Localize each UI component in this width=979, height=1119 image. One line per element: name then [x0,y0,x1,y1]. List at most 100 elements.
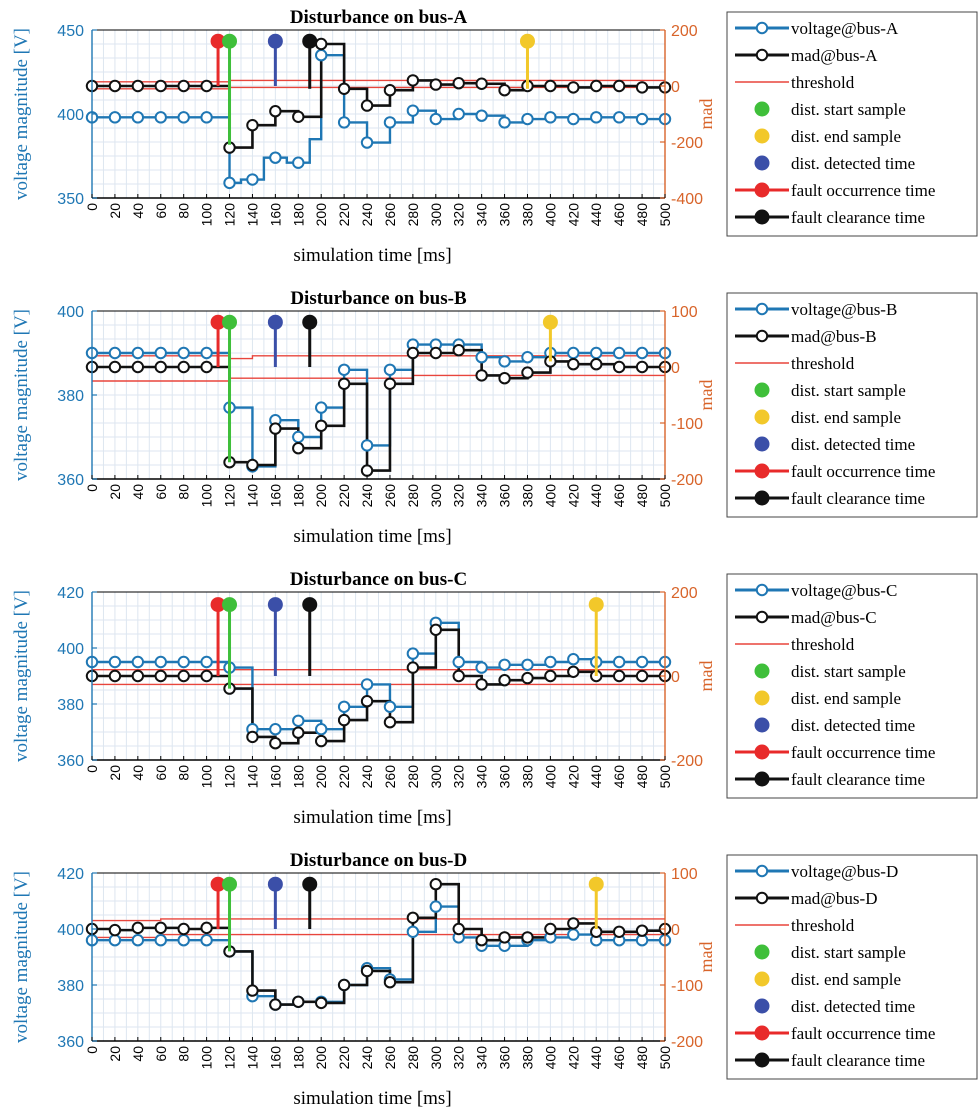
mad-point [635,669,649,683]
x-tick-label: 180 [290,1046,306,1070]
legend-box [726,292,978,518]
y-axis-label-left: voltage magnitude [V] [11,871,32,1043]
mad-point [429,623,442,636]
x-tick-label: 480 [634,484,650,508]
dist-detected-marker [267,597,283,613]
voltage-point [544,655,557,669]
right-tick-label: 200 [671,585,698,602]
x-tick-label: 480 [634,1046,650,1070]
dist-end-marker [588,597,604,613]
mad-point [315,37,328,51]
chart-title: Disturbance on bus-C [290,569,467,590]
left-tick-label: 380 [57,697,84,714]
x-tick-label: 500 [657,203,673,227]
x-tick-label: 0 [84,203,100,211]
x-tick-label: 360 [497,765,513,789]
right-tick-label: 100 [671,866,698,883]
x-tick-label: 140 [244,484,260,508]
legend-fault-occurrence-marker [754,182,770,198]
chart-title: Disturbance on bus-A [290,7,468,28]
left-tick-label: 400 [57,922,84,939]
mad-point [108,923,122,937]
legend-entry: voltage@bus-A [791,19,899,38]
legend-voltage-marker [755,583,769,597]
mad-point [292,995,305,1008]
legend: voltage@bus-A mad@bus-A threshold dist. sta… [726,11,978,237]
mad-point [567,665,580,678]
voltage-point [452,107,465,121]
legend-dist-end-marker [754,690,770,706]
legend-fault-occurrence-marker [754,744,770,760]
legend-box [726,11,978,237]
x-tick-label: 460 [611,1046,627,1070]
x-tick-label: 300 [428,484,444,508]
chart-panel-2: Disturbance on bus-B360380400-200-100010… [11,288,978,547]
chart-title: Disturbance on bus-B [290,288,467,309]
x-tick-label: 20 [107,203,123,219]
voltage-point [429,112,442,126]
voltage-point [177,346,190,360]
mad-point [269,737,282,750]
x-tick-label: 0 [84,1046,100,1054]
x-tick-label: 200 [313,203,329,227]
voltage-point [383,700,397,713]
y-axis-label-left: voltage magnitude [V] [11,309,32,481]
x-tick-label: 160 [267,203,283,227]
mad-point [383,84,397,97]
dist-start-marker [222,597,238,613]
x-tick-label: 320 [451,203,467,227]
x-tick-label: 220 [336,484,352,508]
x-tick-label: 40 [130,203,146,219]
right-tick-label: 0 [671,360,680,377]
voltage-point [635,655,649,669]
voltage-point [567,112,580,126]
x-tick-label: 440 [588,484,604,508]
voltage-point [360,678,374,691]
mad-point [200,79,213,93]
mad-point [475,369,488,382]
x-tick-label: 420 [565,765,581,789]
x-tick-label: 100 [199,1046,215,1070]
left-tick-label: 380 [57,978,84,995]
mad-point [315,419,328,432]
voltage-point [337,116,351,129]
voltage-point [567,928,580,941]
voltage-point [200,346,213,360]
voltage-point [315,49,328,62]
x-tick-label: 320 [451,765,467,789]
x-tick-label: 60 [153,765,169,781]
x-tick-label: 0 [84,484,100,492]
right-tick-label: -200 [671,135,703,152]
mad-point [292,726,305,739]
mad-point [635,924,649,937]
x-tick-label: 40 [130,484,146,500]
fault-clearance-marker [302,33,318,49]
legend-entry: dist. end sample [791,408,901,427]
legend-entry: mad@bus-B [791,327,877,346]
voltage-point [406,647,420,660]
legend-entry: dist. detected time [791,154,915,173]
mad-point [590,79,603,93]
voltage-point [635,346,649,360]
left-tick-label: 420 [57,585,84,602]
x-tick-label: 480 [634,203,650,227]
legend-dist-end-marker [754,409,770,425]
voltage-point [292,156,305,169]
voltage-point [498,355,511,368]
x-tick-label: 500 [657,765,673,789]
left-tick-label: 420 [57,866,84,883]
x-tick-label: 360 [497,1046,513,1070]
voltage-point [108,346,122,360]
x-tick-label: 500 [657,484,673,508]
mad-point [177,922,190,936]
mad-point [406,346,420,360]
mad-point [590,358,603,371]
left-tick-label: 360 [57,472,84,489]
x-tick-label: 200 [313,484,329,508]
chart-panel-4: Disturbance on bus-D360380400420-200-100… [11,850,978,1109]
legend-entry: mad@bus-A [791,46,878,65]
legend-entry: voltage@bus-C [791,581,897,600]
right-tick-label: -100 [671,416,703,433]
legend-entry: fault clearance time [791,489,925,508]
